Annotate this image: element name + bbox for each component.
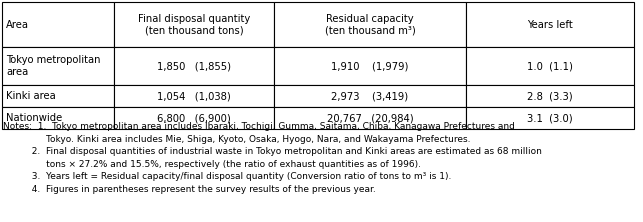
Text: Tokyo. Kinki area includes Mie, Shiga, Kyoto, Osaka, Hyogo, Nara, and Wakayama P: Tokyo. Kinki area includes Mie, Shiga, K…: [3, 135, 471, 143]
Bar: [114, 47, 274, 85]
Text: 2.8  (3.3): 2.8 (3.3): [527, 91, 573, 101]
Bar: [274, 85, 466, 107]
Text: Kinki area: Kinki area: [6, 91, 56, 101]
Bar: [274, 2, 466, 47]
Text: 2.  Final disposal quantities of industrial waste in Tokyo metropolitan and Kink: 2. Final disposal quantities of industri…: [3, 147, 542, 156]
Bar: [2, 47, 114, 85]
Bar: [114, 85, 274, 107]
Text: Tokyo metropolitan
area: Tokyo metropolitan area: [6, 55, 100, 77]
Text: 1,850   (1,855): 1,850 (1,855): [157, 61, 231, 71]
Bar: [466, 107, 634, 129]
Bar: [466, 85, 634, 107]
Text: 1.0  (1.1): 1.0 (1.1): [527, 61, 573, 71]
Text: 1,910    (1,979): 1,910 (1,979): [331, 61, 409, 71]
Text: Final disposal quantity
(ten thousand tons): Final disposal quantity (ten thousand to…: [138, 14, 250, 35]
Text: tons × 27.2% and 15.5%, respectively (the ratio of exhaust quantities as of 1996: tons × 27.2% and 15.5%, respectively (th…: [3, 159, 421, 168]
Text: 2,973    (3,419): 2,973 (3,419): [331, 91, 408, 101]
Bar: [2, 85, 114, 107]
Bar: [114, 107, 274, 129]
Text: 3.  Years left = Residual capacity/final disposal quantity (Conversion ratio of : 3. Years left = Residual capacity/final …: [3, 172, 451, 181]
Text: Area: Area: [6, 20, 29, 30]
Text: 20,767   (20,984): 20,767 (20,984): [327, 113, 413, 123]
Bar: [274, 107, 466, 129]
Bar: [274, 47, 466, 85]
Bar: [466, 47, 634, 85]
Text: Nationwide: Nationwide: [6, 113, 62, 123]
Text: Residual capacity
(ten thousand m³): Residual capacity (ten thousand m³): [325, 14, 415, 35]
Bar: [114, 2, 274, 47]
Bar: [466, 2, 634, 47]
Bar: [2, 2, 114, 47]
Text: 4.  Figures in parentheses represent the survey results of the previous year.: 4. Figures in parentheses represent the …: [3, 184, 376, 194]
Bar: [2, 107, 114, 129]
Text: Notes:  1.  Tokyo metropolitan area includes Ibaraki, Tochigi, Gumma, Saitama, C: Notes: 1. Tokyo metropolitan area includ…: [3, 122, 515, 131]
Text: 6,800   (6,900): 6,800 (6,900): [157, 113, 231, 123]
Text: 1,054   (1,038): 1,054 (1,038): [157, 91, 231, 101]
Text: Years left: Years left: [527, 20, 573, 30]
Text: 3.1  (3.0): 3.1 (3.0): [527, 113, 573, 123]
